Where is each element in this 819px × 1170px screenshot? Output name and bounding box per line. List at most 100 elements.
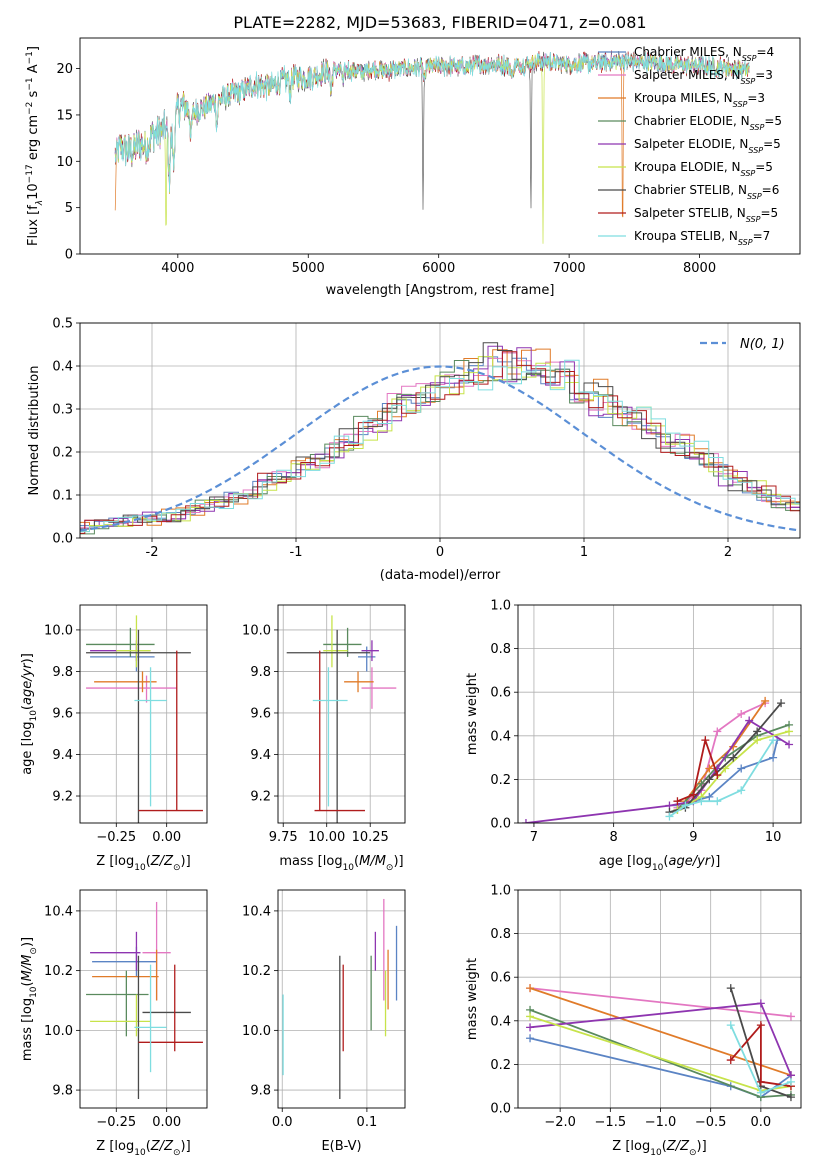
y-tick-label: 10.0 — [44, 1024, 73, 1039]
histogram-salpeter-stelib — [80, 351, 800, 534]
y-tick-label: 9.8 — [250, 665, 271, 680]
error-point-kroupa-stelib — [134, 667, 167, 807]
error-point-kroupa-miles — [344, 671, 374, 693]
x-tick-label: -1 — [290, 545, 303, 560]
error-point-kroupa-stelib — [312, 667, 348, 807]
error-point-salpeter-miles — [361, 667, 397, 709]
y-tick-label: 0.4 — [490, 729, 511, 744]
weight-marker — [756, 1088, 765, 1097]
x-tick-label: −0.5 — [695, 1115, 727, 1130]
y-tick-label: 10.0 — [242, 1024, 271, 1039]
x-axis-label: Z [log10(Z/Z⊙)] — [96, 1139, 190, 1158]
y-tick-label: 9.8 — [52, 665, 73, 680]
y-axis-label: mass [log10(M/M⊙)] — [20, 937, 39, 1061]
x-tick-label: 6000 — [422, 261, 455, 276]
y-tick-label: 15 — [56, 108, 73, 123]
x-axis-label: age [log10(age/yr)] — [599, 854, 721, 873]
spectrum-panel: 4000 5000 6000 7000 8000 0 5 10 15 20 wavelength [… — [25, 37, 801, 298]
normal-reference-curve — [80, 365, 800, 532]
x-tick-label: −1.5 — [595, 1115, 627, 1130]
axes-frame — [277, 889, 406, 1109]
error-point-salpeter-stelib — [314, 650, 365, 812]
x-axis-label: mass [log10(M/M⊙)] — [279, 854, 403, 873]
y-tick-label: 9.2 — [52, 790, 73, 805]
legend-entry: Chabrier MILES, NSSP=4 — [634, 45, 774, 63]
x-tick-label: 9 — [689, 830, 697, 845]
figure-title: PLATE=2282, MJD=53683, FIBERID=0471, z=0… — [233, 13, 646, 32]
y-tick-label: 0 — [65, 248, 73, 263]
weight-marker — [786, 1093, 795, 1102]
x-tick-label: 7 — [530, 830, 538, 845]
x-tick-label: 0.00 — [152, 830, 181, 845]
weight-marker — [526, 1023, 535, 1032]
y-tick-label: 10.2 — [242, 964, 271, 979]
x-tick-label: 0 — [436, 545, 444, 560]
error-point-salpeter-stelib — [138, 650, 203, 812]
axes-frame — [517, 604, 802, 824]
legend-entry: Salpeter ELODIE, NSSP=5 — [634, 137, 781, 155]
x-tick-label: 5000 — [292, 261, 325, 276]
y-tick-label: 0.1 — [52, 489, 73, 504]
y-tick-label: 1.0 — [490, 884, 511, 899]
y-tick-label: 10.4 — [242, 904, 271, 919]
legend-entry: N(0, 1) — [740, 337, 785, 352]
x-tick-label: 2 — [724, 545, 732, 560]
weight-marker — [729, 753, 738, 762]
weight-marker — [726, 1056, 735, 1065]
axes-frame — [79, 889, 208, 1109]
y-axis-label: mass weight — [465, 673, 480, 755]
y-tick-label: 0.5 — [52, 317, 73, 332]
y-tick-label: 9.4 — [52, 748, 73, 763]
legend-entry: Salpeter STELIB, NSSP=5 — [634, 206, 778, 224]
y-axis-label: Flux [fλ10−17 erg cm−2 s−1 A−1] — [25, 46, 45, 246]
x-tick-label: 1 — [580, 545, 588, 560]
error-point-kroupa-miles — [94, 671, 157, 693]
weight-marker — [785, 740, 794, 749]
x-tick-label: 0.1 — [357, 1115, 378, 1130]
spectrum-legend: Chabrier MILES, NSSP=4 Salpeter MILES, NS… — [598, 45, 782, 247]
y-tick-label: 9.6 — [250, 706, 271, 721]
x-tick-label: 0.00 — [152, 1115, 181, 1130]
error-point-chabrier-stelib — [286, 629, 371, 823]
weight-marker — [689, 790, 698, 799]
weight-marker — [697, 797, 706, 806]
error-point-salpeter-elodie — [90, 931, 141, 971]
error-point-chabrier-elodie — [323, 627, 362, 657]
weight-series-kroupa-stelib — [665, 736, 778, 821]
x-tick-label: 7000 — [553, 261, 586, 276]
weight-marker — [713, 771, 722, 780]
error-point-salpeter-stelib — [138, 964, 203, 1052]
error-point-chabrier-miles — [92, 946, 157, 977]
x-tick-label: −2.0 — [544, 1115, 576, 1130]
weight-marker — [786, 1077, 795, 1086]
weight-series-salpeter-stelib — [673, 736, 722, 806]
error-point-kroupa-elodie — [90, 994, 151, 1037]
error-point-salpeter-miles — [86, 675, 177, 703]
legend-entry: Chabrier STELIB, NSSP=6 — [634, 183, 779, 201]
axes-frame — [277, 604, 406, 824]
mass-vs-reddening-panel: 0.0 0.1 9.8 10.0 10.2 10.4 E(B-V) — [242, 889, 406, 1154]
axes-frame — [79, 322, 801, 539]
x-tick-label: 10.00 — [308, 830, 345, 845]
y-tick-label: 9.2 — [250, 790, 271, 805]
y-axis-label: age [log10(age/yr)] — [20, 653, 39, 775]
y-tick-label: 0.0 — [490, 817, 511, 832]
x-tick-label: 0.0 — [751, 1115, 772, 1130]
weight-marker — [756, 1021, 765, 1030]
x-tick-label: −1.0 — [645, 1115, 677, 1130]
weight-marker — [756, 999, 765, 1008]
x-tick-label: 10.25 — [352, 830, 389, 845]
x-tick-label: −0.25 — [96, 830, 136, 845]
y-tick-label: 10.4 — [44, 904, 73, 919]
error-point-kroupa-miles — [92, 949, 159, 1001]
x-axis-label: Z [log10(Z/Z⊙)] — [96, 854, 190, 873]
weight-marker — [745, 716, 754, 725]
x-axis-label: Z [log10(Z/Z⊙)] — [612, 1139, 706, 1158]
axes-frame — [79, 37, 801, 255]
error-point-kroupa-elodie — [116, 615, 151, 668]
legend-entry: Kroupa ELODIE, NSSP=5 — [634, 160, 773, 178]
x-tick-label: -2 — [146, 545, 159, 560]
legend-entry: Chabrier ELODIE, NSSP=5 — [634, 114, 782, 132]
weight-series-salpeter-elodie — [526, 999, 795, 1080]
